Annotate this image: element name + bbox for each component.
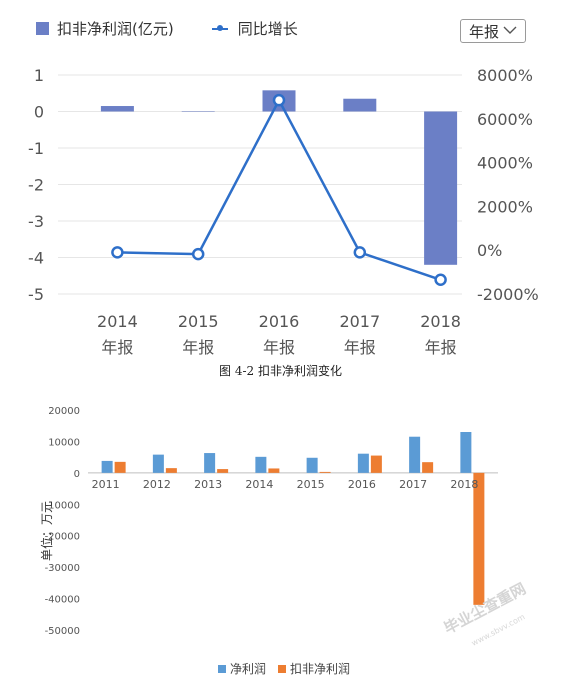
legend-item-net-profit[interactable]: 净利润 — [218, 660, 266, 677]
deducted-profit-bar — [473, 472, 485, 605]
x-tick-label: 年报 — [344, 338, 376, 357]
x-tick-label: 年报 — [182, 338, 214, 357]
x-tick-label: 2016 — [259, 312, 300, 331]
y-left-tick-label: -1 — [28, 139, 44, 158]
bottom-chart-panel: 20000 10000 0 -10000 -20000 -30000 -40000 -5000… — [0, 386, 561, 686]
chevron-down-icon — [503, 24, 517, 38]
net-profit-bar — [460, 432, 472, 473]
legend-deducted-profit-label: 扣非净利润 — [290, 662, 351, 676]
growth-point — [191, 247, 205, 261]
combo-chart: 1 0 -1 -2 -3 -4 -5 8000% 6000% 4000% 2000% 0% -2000%… — [28, 66, 539, 357]
x-tick-label: 年报 — [425, 338, 457, 357]
bar-swatch-icon — [36, 22, 49, 35]
y-right-tick-label: 0% — [477, 241, 502, 260]
x-tick-label: 2016 — [348, 478, 376, 491]
net-profit-bar — [357, 453, 369, 473]
legend-net-profit-label: 净利润 — [230, 662, 267, 676]
period-select[interactable]: 年报 — [460, 19, 526, 43]
y-right-tick-label: 2000% — [477, 197, 533, 216]
y-tick-label: -40000 — [45, 595, 80, 606]
x-tick-label: 年报 — [263, 338, 295, 357]
y-right-tick-label: 8000% — [477, 66, 533, 85]
line-swatch-icon — [211, 24, 228, 31]
net-profit-swatch-icon — [218, 664, 226, 673]
y-tick-label: -30000 — [45, 563, 80, 574]
net-profit-bar — [152, 454, 164, 473]
x-tick-label: 2013 — [194, 478, 222, 491]
bar — [100, 106, 134, 112]
y-tick-label: 20000 — [48, 406, 80, 417]
y-left-tick-label: -3 — [28, 212, 44, 231]
x-tick-label: 2018 — [450, 478, 478, 491]
deducted-profit-bar — [114, 461, 126, 473]
y-tick-label: -10000 — [45, 500, 80, 511]
net-profit-bar — [409, 436, 421, 473]
y-right-tick-label: -2000% — [477, 285, 539, 304]
x-tick-label: 2015 — [297, 478, 325, 491]
bar-chart: 20000 10000 0 -10000 -20000 -30000 -40000 -5000… — [45, 406, 498, 637]
legend-item-deducted-profit[interactable]: 扣非净利润 — [278, 660, 350, 677]
net-profit-bar — [204, 453, 216, 473]
y-left-tick-label: 1 — [34, 66, 44, 85]
y-left-tick-label: 0 — [34, 103, 44, 122]
bar — [343, 98, 377, 112]
y-tick-label: -20000 — [45, 532, 80, 543]
legend-line-label: 同比增长 — [237, 20, 298, 38]
period-select-value: 年报 — [468, 22, 499, 41]
y-tick-label: 10000 — [48, 437, 80, 448]
chart-legend: 扣非净利润(亿元) 同比增长 — [36, 18, 336, 39]
net-profit-bar — [255, 456, 267, 473]
y-left-tick-label: -4 — [28, 249, 44, 268]
deducted-profit-bar — [370, 455, 382, 473]
net-profit-bar — [101, 460, 113, 473]
deducted-profit-bar — [217, 469, 229, 473]
bottom-legend: 净利润 扣非净利润 — [218, 660, 362, 677]
growth-point — [353, 246, 367, 259]
bar — [424, 111, 458, 265]
bar — [181, 111, 215, 112]
x-tick-label: 2017 — [339, 312, 380, 331]
x-tick-label: 2018 — [420, 312, 461, 331]
deducted-profit-swatch-icon — [278, 664, 287, 673]
growth-point — [434, 273, 447, 287]
y-right-tick-label: 6000% — [477, 110, 533, 129]
growth-point — [111, 246, 124, 259]
x-tick-label: 2014 — [97, 312, 138, 331]
y-axis-label: 单位：万元 — [40, 500, 54, 561]
x-tick-label: 2014 — [245, 478, 273, 491]
x-tick-label: 年报 — [101, 338, 133, 357]
growth-point — [272, 93, 286, 107]
legend-item-bar[interactable]: 扣非净利润(亿元) — [36, 18, 174, 39]
deducted-profit-bar — [268, 468, 280, 473]
y-left-tick-label: -5 — [28, 285, 44, 304]
top-chart-panel: 扣非净利润(亿元) 同比增长 年报 1 0 -1 -2 -3 -4 -5 8000% 6000%… — [28, 18, 539, 357]
x-tick-label: 2012 — [143, 478, 171, 491]
deducted-profit-bar — [422, 462, 434, 473]
x-tick-label: 2011 — [92, 478, 120, 491]
legend-bar-label: 扣非净利润(亿元) — [57, 20, 174, 38]
x-tick-label: 2017 — [399, 478, 427, 491]
y-left-tick-label: -2 — [28, 176, 44, 195]
figure-caption: 图 4-2 扣非净利润变化 — [219, 364, 342, 378]
deducted-profit-bar — [319, 471, 331, 473]
y-tick-label: -50000 — [45, 626, 80, 637]
y-tick-label: 0 — [74, 469, 80, 480]
net-profit-bar — [306, 457, 318, 473]
deducted-profit-bar — [165, 468, 177, 473]
legend-item-line[interactable]: 同比增长 — [211, 18, 298, 39]
x-tick-label: 2015 — [178, 312, 219, 331]
growth-line — [117, 97, 442, 281]
y-right-tick-label: 4000% — [477, 154, 533, 173]
